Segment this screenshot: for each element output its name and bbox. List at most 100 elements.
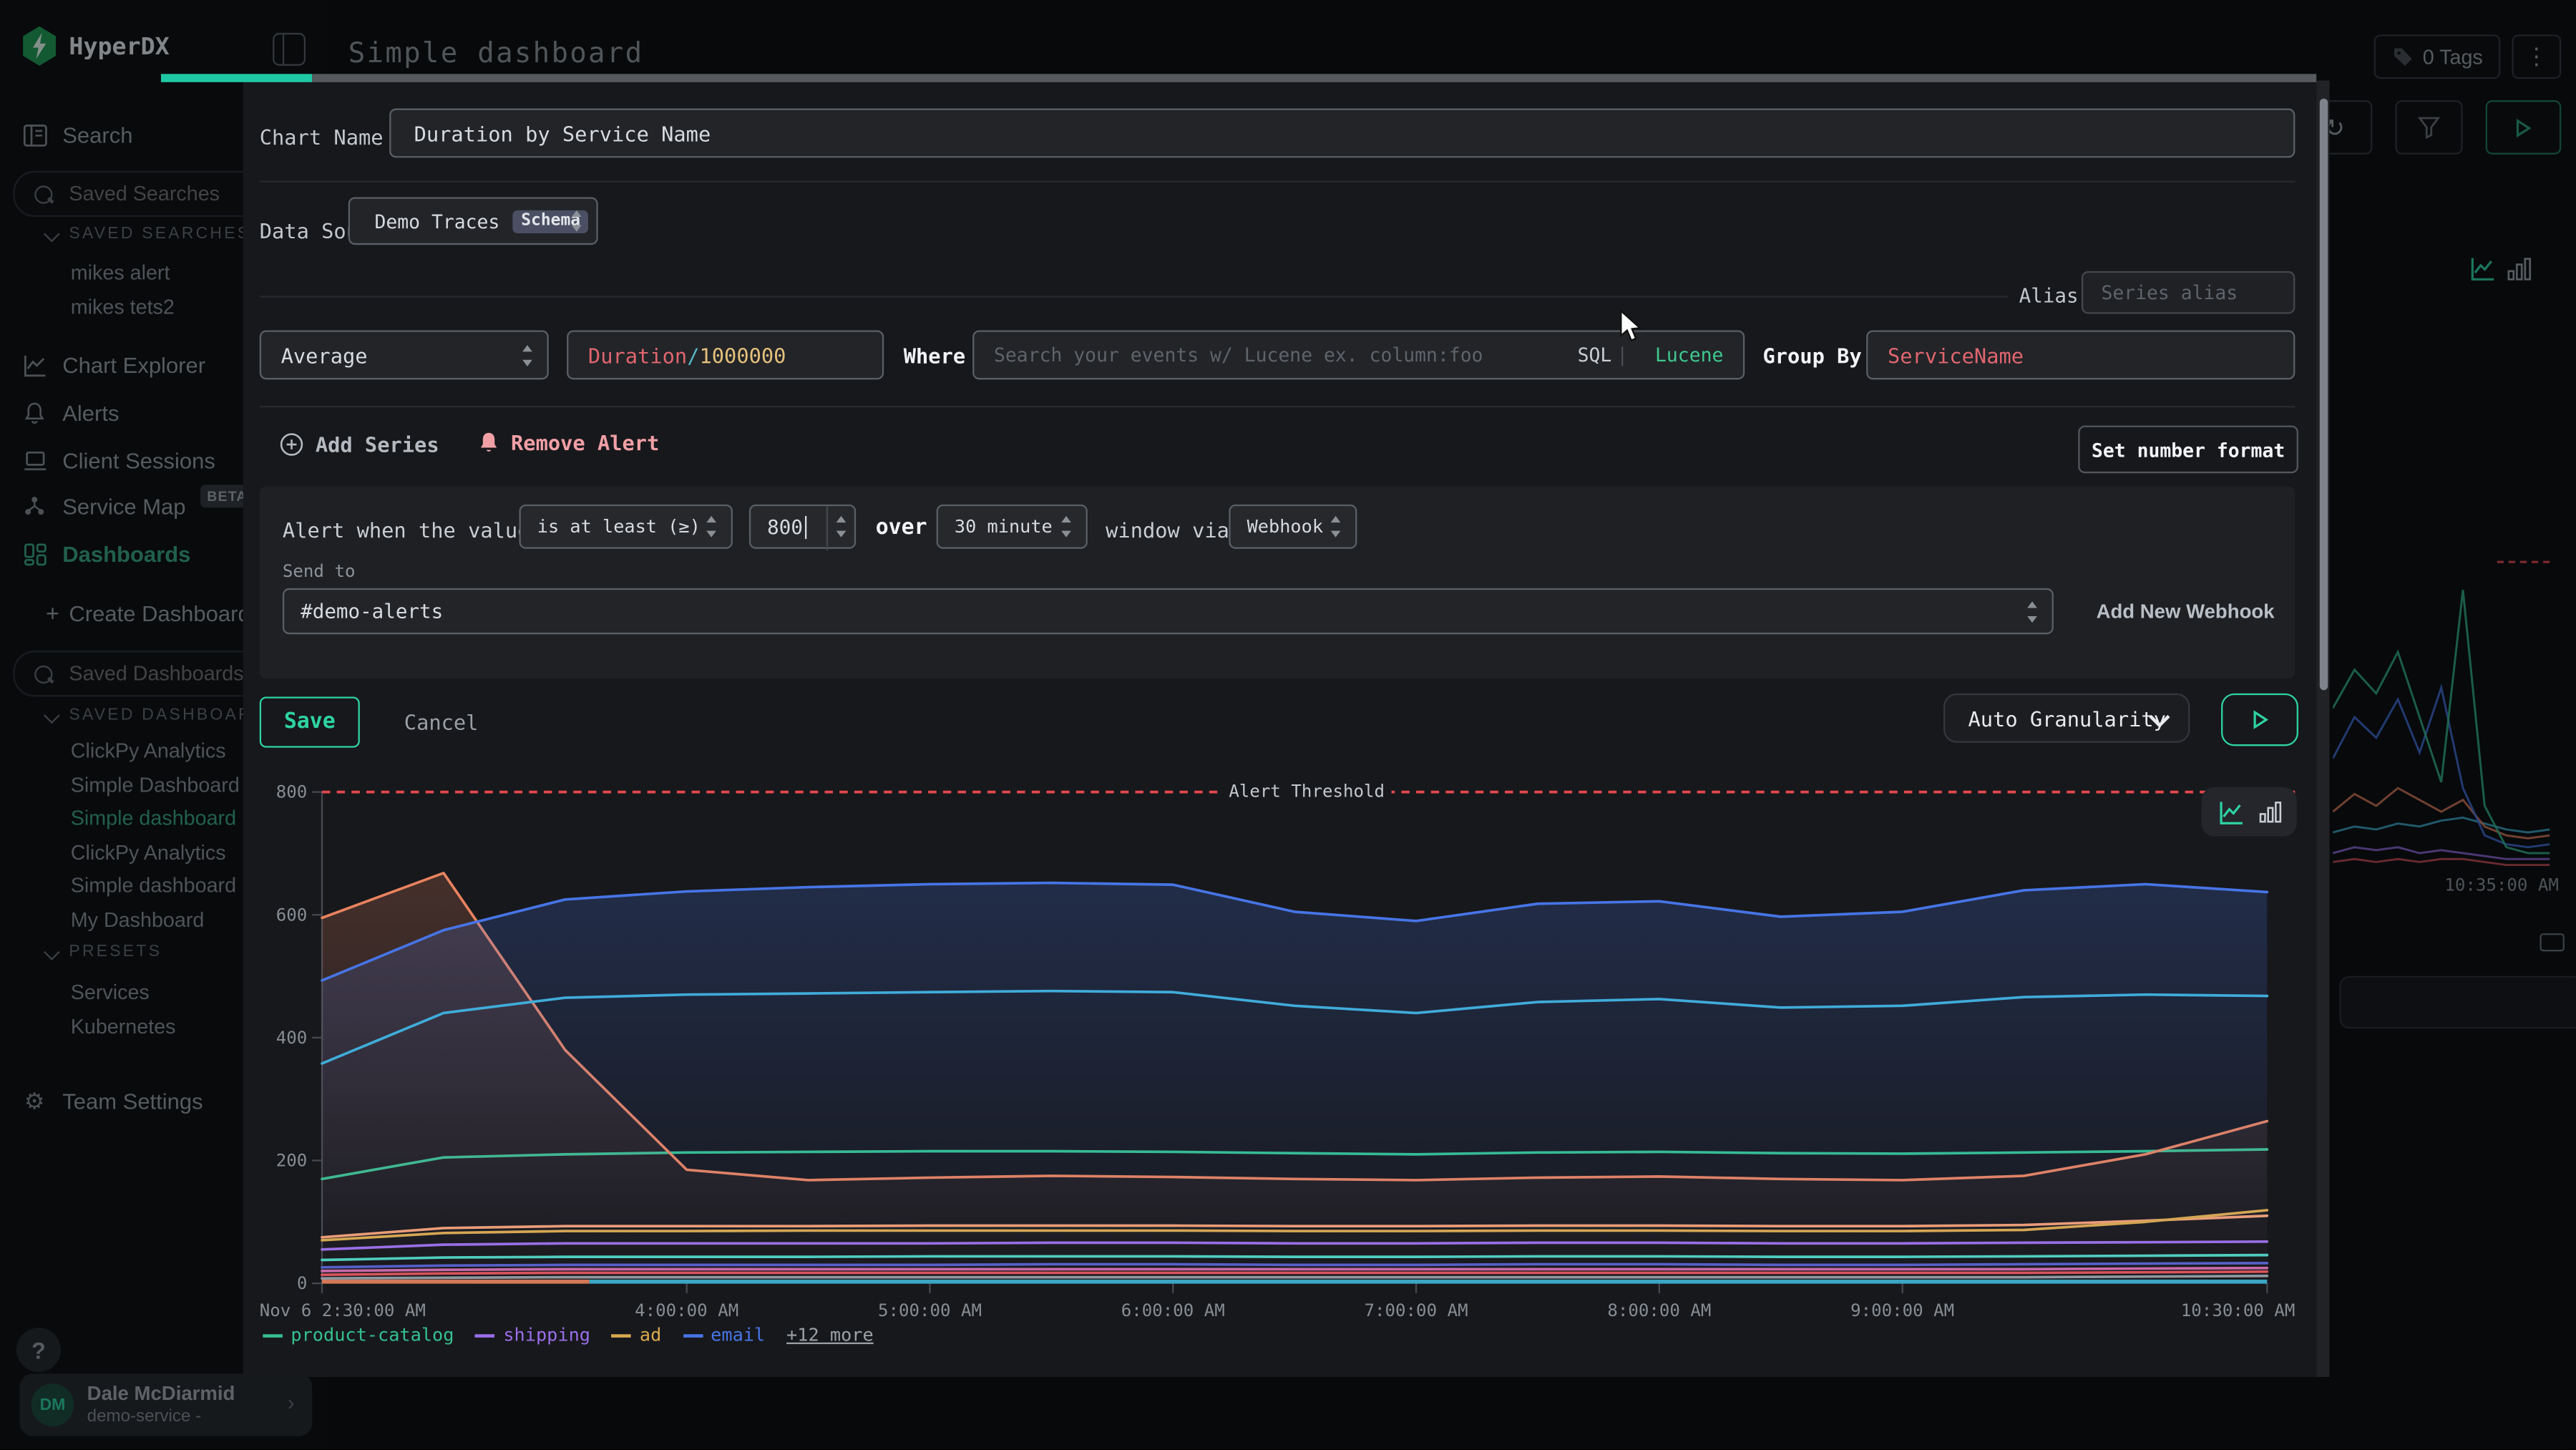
sql-toggle[interactable]: SQL <box>1577 343 1612 366</box>
help-button[interactable]: ? <box>16 1328 61 1373</box>
saved-dashboard-item[interactable]: My Dashboard <box>70 908 205 931</box>
saved-dashboard-item[interactable]: ClickPy Analytics <box>70 739 226 763</box>
tag-icon <box>2394 48 2411 66</box>
saved-search-item[interactable]: mikes tets2 <box>70 296 175 319</box>
kebab-menu-button[interactable]: ⋮ <box>2512 34 2562 79</box>
preset-item[interactable]: Services <box>70 981 150 1004</box>
where-search-field[interactable]: SQL | Lucene <box>972 330 1745 380</box>
lucene-toggle[interactable]: Lucene <box>1655 343 1724 366</box>
data-source-select[interactable]: Demo Traces Schema <box>348 197 598 245</box>
bar-chart-icon[interactable] <box>2258 800 2281 823</box>
saved-dashboard-item[interactable]: Simple Dashboard <box>70 773 240 797</box>
chart-mode-toggle <box>2201 787 2297 837</box>
play-icon <box>2253 710 2268 729</box>
over-label: over <box>875 515 927 541</box>
legend-item[interactable]: shipping <box>475 1324 590 1346</box>
user-name: Dale McDiarmid <box>87 1381 235 1405</box>
filter-button[interactable] <box>2395 100 2463 155</box>
sidebar-item-team-settings[interactable]: ⚙ Team Settings <box>0 1081 328 1121</box>
save-button[interactable]: Save <box>259 696 360 748</box>
sidebar-item-dashboards[interactable]: Dashboards <box>0 534 328 573</box>
y-axis-tick: 200 <box>276 1151 308 1171</box>
legend-item[interactable]: ad <box>611 1324 661 1346</box>
data-source-value: Demo Traces <box>374 209 500 233</box>
set-number-format-button[interactable]: Set number format <box>2078 425 2298 474</box>
tags-button[interactable]: 0 Tags <box>2373 34 2501 79</box>
group-by-value: ServiceName <box>1887 342 2024 368</box>
legend-item[interactable]: email <box>683 1324 765 1346</box>
avatar: DM <box>31 1383 74 1426</box>
legend-dash-icon <box>611 1333 632 1337</box>
saved-search-item[interactable]: mikes alert <box>70 261 170 285</box>
sidebar-item-label: Client Sessions <box>62 447 215 473</box>
cancel-button[interactable]: Cancel <box>404 709 479 735</box>
y-axis-tick: 0 <box>297 1273 308 1293</box>
chart-name-field[interactable] <box>389 108 2296 158</box>
alert-threshold-value: 800 <box>767 515 803 538</box>
alert-condition-select[interactable]: is at least (≥) <box>519 504 733 549</box>
preset-item[interactable]: Kubernetes <box>70 1015 176 1039</box>
saved-searches-section-header[interactable]: SAVED SEARCHES <box>69 225 251 243</box>
sidebar-item-client-sessions[interactable]: Client Sessions <box>0 440 328 480</box>
sidebar-item-alerts[interactable]: Alerts <box>0 393 328 432</box>
brand-name[interactable]: HyperDX <box>69 34 170 61</box>
expr-token: 1000000 <box>699 342 786 368</box>
legend-dash-icon <box>263 1333 283 1337</box>
hyperdx-logo-icon[interactable] <box>21 26 58 74</box>
gear-icon: ⚙ <box>24 1086 45 1114</box>
where-search-input[interactable] <box>990 341 1540 369</box>
text-cursor <box>804 515 806 538</box>
saved-dashboard-item[interactable]: Simple dashboard <box>70 874 237 897</box>
legend-more-link[interactable]: +12 more <box>786 1324 874 1346</box>
alert-window-select[interactable]: 30 minute <box>936 504 1088 549</box>
bg-bar-chart-icon[interactable] <box>2507 256 2532 281</box>
chart-name-input[interactable] <box>410 119 2274 147</box>
saved-dashboards-section-header[interactable]: SAVED DASHBOARDS <box>69 706 280 725</box>
alert-condition-value: is at least (≥) <box>537 515 701 537</box>
drawer-scrollbar-thumb[interactable] <box>2318 98 2328 691</box>
search-icon <box>34 664 53 683</box>
send-to-select[interactable]: #demo-alerts <box>282 588 2054 635</box>
where-label: Where <box>903 343 966 369</box>
remove-alert-button[interactable]: Remove Alert <box>478 431 659 455</box>
alert-channel-select[interactable]: Webhook <box>1229 504 1357 549</box>
select-chevrons-icon <box>706 515 718 537</box>
sidebar-item-search[interactable]: Search <box>0 115 328 155</box>
alert-window-value: 30 minute <box>954 515 1053 537</box>
alert-channel-value: Webhook <box>1246 515 1324 537</box>
tags-count-label: 0 Tags <box>2422 45 2483 69</box>
line-chart-icon[interactable] <box>2217 798 2245 826</box>
legend-item[interactable]: product-catalog <box>263 1324 454 1346</box>
sidebar-item-chart-explorer[interactable]: Chart Explorer <box>0 345 328 384</box>
select-chevrons-icon <box>2027 600 2039 622</box>
sidebar-toggle-icon[interactable] <box>273 32 306 66</box>
alert-threshold-input[interactable]: 800 <box>748 504 857 551</box>
alias-input[interactable] <box>2097 279 2279 306</box>
saved-dashboard-item[interactable]: Simple dashboard <box>70 807 237 830</box>
alias-field[interactable] <box>2081 271 2296 314</box>
field-expression[interactable]: Duration/1000000 <box>567 330 884 380</box>
run-query-button[interactable] <box>2485 100 2562 155</box>
x-axis-tick: 10:30:00 AM <box>2181 1300 2296 1318</box>
run-chart-button[interactable] <box>2221 693 2298 746</box>
bg-expand-icon[interactable] <box>2540 933 2565 952</box>
saved-dashboard-item[interactable]: ClickPy Analytics <box>70 840 226 864</box>
aggregation-select[interactable]: Average <box>259 330 549 380</box>
number-spinner-icons[interactable] <box>835 515 847 537</box>
x-axis-tick: 6:00:00 AM <box>1121 1300 1225 1318</box>
select-chevrons-icon <box>522 344 534 366</box>
bg-line-chart-icon[interactable] <box>2469 255 2497 283</box>
granularity-select[interactable]: Auto Granularity <box>1943 693 2190 743</box>
add-series-button[interactable]: Add Series <box>279 432 439 457</box>
user-menu[interactable]: DM Dale McDiarmid demo-service - › <box>19 1373 313 1436</box>
legend-label: product-catalog <box>291 1324 454 1346</box>
drawer-scrollbar-track[interactable] <box>2316 80 2330 1377</box>
search-icon <box>34 185 53 203</box>
set-number-format-label: Set number format <box>2092 437 2285 461</box>
chevron-right-icon: › <box>287 1390 295 1415</box>
group-by-field[interactable]: ServiceName <box>1866 330 2296 380</box>
create-dashboard-button[interactable]: + Create Dashboard <box>0 593 328 633</box>
group-by-label: Group By <box>1762 343 1862 369</box>
presets-section-header[interactable]: PRESETS <box>69 943 162 962</box>
add-new-webhook-link[interactable]: Add New Webhook <box>2096 600 2275 623</box>
